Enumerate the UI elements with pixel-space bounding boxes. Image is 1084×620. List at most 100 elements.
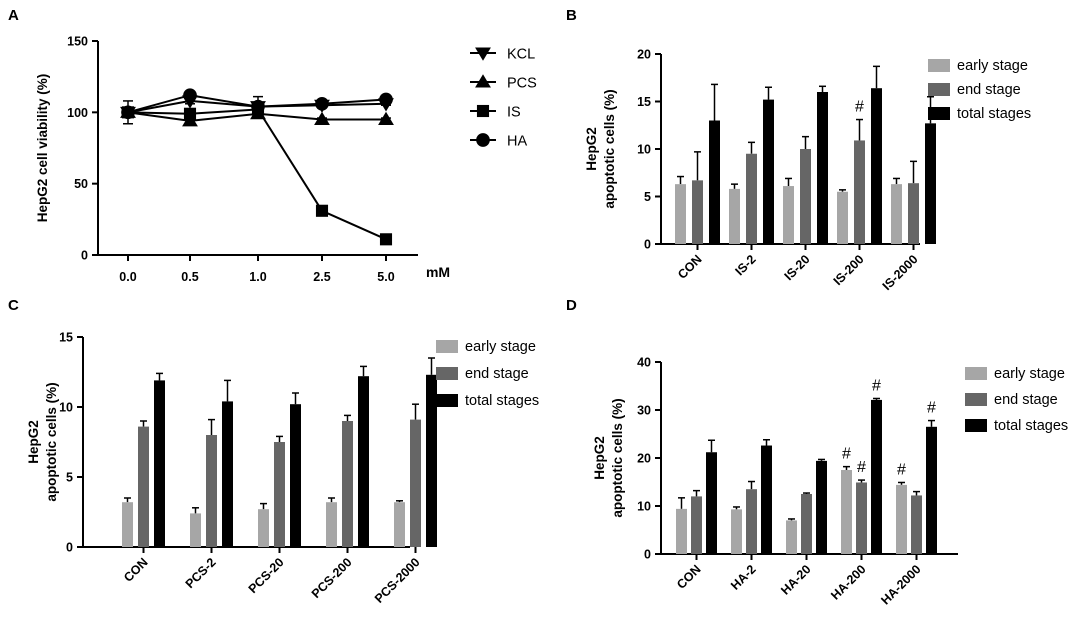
legend-label-total-stages: total stages	[994, 418, 1068, 434]
data-point-ha	[183, 88, 197, 103]
y-tick-label-a: 50	[74, 177, 88, 191]
data-point-is	[183, 107, 197, 120]
bar-end-stage	[410, 419, 421, 547]
x-tick-label-a: 1.0	[249, 270, 266, 284]
y-axis-label-a: HepG2 cell viability (%)	[35, 74, 50, 223]
bar-end-stage	[911, 495, 922, 554]
bar-end-stage	[692, 180, 703, 244]
bar-early-stage	[394, 502, 405, 547]
bar-early-stage	[731, 509, 742, 554]
legend-label-early-stage: early stage	[957, 58, 1028, 74]
y-tick-label-c: 10	[59, 401, 73, 415]
y-tick-label-a: 150	[67, 35, 88, 49]
data-point-ha	[379, 92, 393, 107]
x-tick-label-d: CON	[674, 562, 704, 592]
data-point-pcs	[378, 111, 394, 125]
data-point-ha	[315, 96, 329, 111]
legend-label-early-stage: early stage	[994, 366, 1065, 382]
bar-end-stage	[856, 482, 867, 554]
data-point-ha	[121, 105, 135, 120]
bar-end-stage	[138, 426, 149, 547]
data-point-is	[379, 233, 393, 246]
bar-early-stage	[326, 502, 337, 547]
x-tick-label-d: HA-20	[778, 562, 813, 597]
y-axis-label-line1-b: HepG2	[584, 127, 599, 171]
y-tick-label-b: 10	[637, 143, 651, 157]
x-tick-label-d: HA-2	[728, 562, 759, 593]
bar-end-stage	[801, 494, 812, 554]
significance-mark: #	[855, 99, 864, 116]
bar-total-stages	[426, 374, 437, 547]
y-tick-label-d: 40	[637, 356, 651, 370]
y-axis-label-line2-d: apoptotic cells (%)	[610, 398, 625, 517]
legend-swatch-total-stages	[928, 107, 950, 120]
y-tick-label-c: 5	[66, 471, 73, 485]
legend-swatch-total-stages	[965, 419, 987, 432]
bar-early-stage	[837, 191, 848, 244]
bar-total-stages	[871, 88, 882, 244]
bar-total-stages	[706, 452, 717, 554]
legend-label-kcl: KCL	[507, 47, 535, 63]
y-axis-label-line1-d: HepG2	[592, 436, 607, 480]
bar-early-stage	[675, 184, 686, 244]
x-unit-label-a: mM	[426, 264, 450, 280]
data-point-pcs	[314, 111, 330, 125]
x-tick-label-b: IS-2	[733, 252, 759, 278]
bar-end-stage	[206, 435, 217, 547]
x-tick-label-b: IS-20	[782, 252, 813, 283]
bar-total-stages	[290, 404, 301, 547]
bar-end-stage	[746, 153, 757, 244]
x-tick-label-a: 5.0	[377, 270, 394, 284]
bar-early-stage	[729, 188, 740, 244]
panel-label-a: A	[8, 7, 19, 24]
panel-label-b: B	[566, 7, 577, 24]
legend-marker-pcs	[475, 74, 491, 88]
x-tick-label-b: IS-2000	[880, 252, 921, 293]
bar-total-stages	[709, 120, 720, 244]
bar-early-stage	[896, 484, 907, 554]
panel-label-c: C	[8, 297, 19, 314]
legend-label-is: IS	[507, 105, 521, 121]
bar-total-stages	[761, 445, 772, 554]
y-tick-label-d: 0	[644, 548, 651, 562]
x-tick-label-c: PCS-20	[246, 555, 287, 596]
bar-early-stage	[122, 502, 133, 547]
bar-early-stage	[783, 186, 794, 244]
bar-end-stage	[854, 140, 865, 244]
legend-swatch-early-stage	[928, 59, 950, 72]
x-tick-label-c: PCS-2	[183, 555, 219, 591]
y-tick-label-b: 15	[637, 95, 651, 109]
x-tick-label-b: CON	[675, 252, 705, 282]
y-tick-label-b: 5	[644, 190, 651, 204]
bar-early-stage	[841, 470, 852, 554]
bar-early-stage	[258, 509, 269, 547]
bar-early-stage	[786, 520, 797, 554]
significance-mark: #	[842, 446, 851, 463]
y-tick-label-c: 15	[59, 331, 73, 345]
legend-swatch-end-stage	[928, 83, 950, 96]
bar-end-stage	[274, 442, 285, 547]
data-point-is	[315, 204, 329, 217]
bar-end-stage	[800, 149, 811, 244]
bar-end-stage	[691, 496, 702, 554]
legend-marker-kcl	[475, 47, 491, 61]
bar-total-stages	[763, 99, 774, 244]
y-axis-label-line2-b: apoptotic cells (%)	[602, 89, 617, 208]
data-point-ha	[251, 99, 265, 114]
significance-mark: #	[927, 400, 936, 417]
x-tick-label-c: CON	[121, 555, 151, 585]
bar-total-stages	[871, 399, 882, 554]
bar-end-stage	[342, 421, 353, 547]
x-tick-label-b: IS-200	[831, 252, 867, 288]
bar-end-stage	[746, 489, 757, 554]
bar-total-stages	[222, 401, 233, 547]
y-tick-label-d: 30	[637, 404, 651, 418]
legend-label-end-stage: end stage	[465, 366, 529, 382]
y-tick-label-d: 20	[637, 452, 651, 466]
x-tick-label-d: HA-2000	[878, 562, 923, 607]
legend-label-total-stages: total stages	[465, 393, 539, 409]
y-axis-label-line1-c: HepG2	[26, 420, 41, 464]
y-tick-label-d: 10	[637, 500, 651, 514]
series-line-is	[127, 108, 387, 241]
